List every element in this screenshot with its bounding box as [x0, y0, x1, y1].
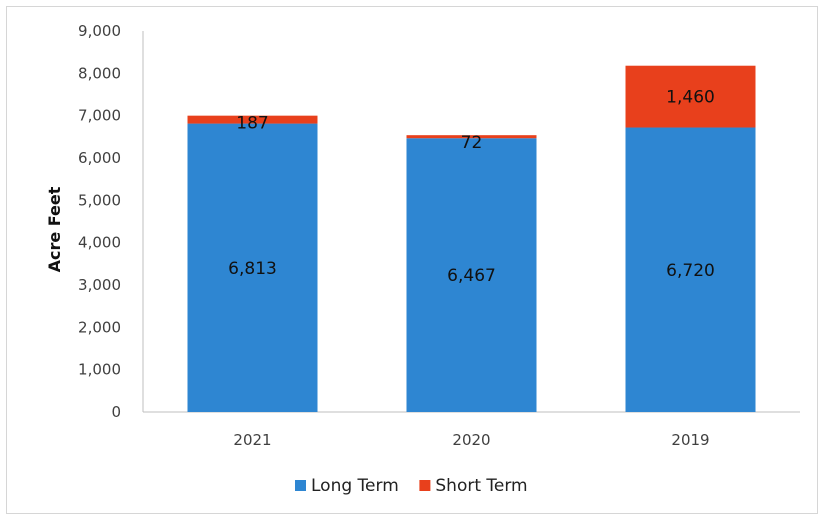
bar-long-term-2021 — [187, 123, 318, 412]
x-tick-label-2021: 2021 — [233, 431, 271, 449]
bar-long-term-2019 — [625, 127, 756, 413]
y-tick-label: 6,000 — [78, 149, 121, 167]
y-tick-label: 0 — [111, 403, 121, 421]
bar-short-term-2021 — [187, 115, 318, 124]
legend-item-long-term: Long Term — [295, 476, 399, 496]
y-axis-title: Acre Feet — [45, 186, 64, 272]
data-label-long-term-2021: 6,813 — [228, 259, 277, 279]
data-label-long-term-2020: 6,467 — [447, 266, 496, 286]
data-label-long-term-2019: 6,720 — [666, 261, 715, 281]
data-label-short-term-2021: 187 — [236, 114, 268, 134]
legend-swatch — [295, 480, 306, 491]
x-axis-tick-labels: 2021 2020 2019 — [233, 431, 709, 449]
bar-short-term-2019 — [625, 65, 756, 128]
y-tick-label: 3,000 — [78, 276, 121, 294]
legend-label: Long Term — [311, 476, 399, 496]
data-labels: 6,813 187 6,467 72 6,720 1,460 — [228, 88, 715, 286]
y-tick-label: 9,000 — [78, 22, 121, 40]
y-tick-label: 5,000 — [78, 191, 121, 209]
data-label-short-term-2019: 1,460 — [666, 88, 715, 108]
y-tick-label: 8,000 — [78, 64, 121, 82]
legend-item-short-term: Short Term — [419, 476, 528, 496]
x-tick-label-2019: 2019 — [671, 431, 709, 449]
y-tick-label: 7,000 — [78, 107, 121, 125]
bars — [187, 65, 756, 413]
legend: Long Term Short Term — [295, 476, 528, 496]
bar-long-term-2020 — [406, 138, 537, 412]
legend-label: Short Term — [435, 476, 527, 496]
x-tick-label-2020: 2020 — [452, 431, 490, 449]
y-axis: 0 1,000 2,000 3,000 4,000 5,000 6,000 7,000 8,00… — [78, 22, 144, 421]
y-tick-label: 2,000 — [78, 318, 121, 336]
legend-swatch — [419, 480, 431, 491]
y-tick-label: 1,000 — [78, 361, 121, 379]
bar-short-term-2020 — [406, 135, 537, 139]
y-tick-label: 4,000 — [78, 234, 121, 252]
data-label-short-term-2020: 72 — [461, 133, 483, 153]
